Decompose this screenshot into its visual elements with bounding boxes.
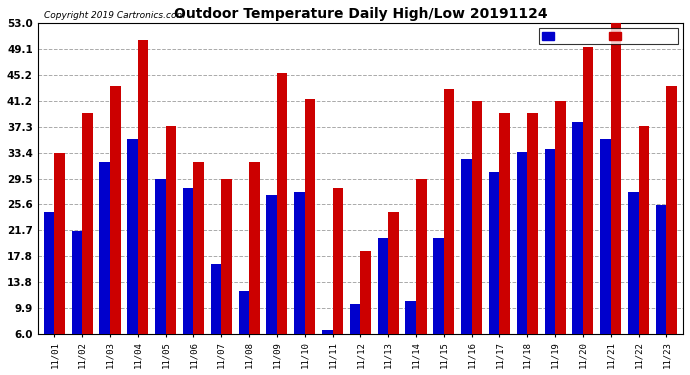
Bar bbox=[322, 330, 333, 333]
Bar bbox=[82, 112, 92, 333]
Bar bbox=[544, 149, 555, 333]
Bar bbox=[416, 178, 426, 333]
Bar bbox=[210, 264, 221, 333]
Bar bbox=[55, 153, 65, 333]
Bar bbox=[110, 86, 121, 333]
Bar bbox=[500, 112, 510, 333]
Bar bbox=[127, 139, 138, 333]
Bar bbox=[583, 46, 593, 333]
Bar bbox=[600, 139, 611, 333]
Title: Outdoor Temperature Daily High/Low 20191124: Outdoor Temperature Daily High/Low 20191… bbox=[174, 7, 547, 21]
Bar bbox=[138, 40, 148, 333]
Bar bbox=[472, 101, 482, 333]
Bar bbox=[266, 195, 277, 333]
Bar bbox=[166, 126, 176, 333]
Bar bbox=[527, 112, 538, 333]
Bar bbox=[611, 20, 621, 333]
Bar bbox=[555, 101, 566, 333]
Bar bbox=[638, 126, 649, 333]
Bar bbox=[294, 192, 305, 333]
Bar bbox=[667, 86, 677, 333]
Bar bbox=[193, 162, 204, 333]
Bar bbox=[572, 123, 583, 333]
Bar bbox=[461, 159, 472, 333]
Bar bbox=[377, 238, 388, 333]
Bar bbox=[433, 238, 444, 333]
Bar bbox=[406, 300, 416, 333]
Bar bbox=[43, 211, 55, 333]
Text: Copyright 2019 Cartronics.com: Copyright 2019 Cartronics.com bbox=[44, 11, 186, 20]
Bar bbox=[489, 172, 500, 333]
Bar bbox=[277, 73, 288, 333]
Bar bbox=[628, 192, 638, 333]
Bar bbox=[99, 162, 110, 333]
Bar bbox=[221, 178, 232, 333]
Bar bbox=[333, 188, 343, 333]
Bar bbox=[155, 178, 166, 333]
Bar bbox=[388, 211, 399, 333]
Bar bbox=[517, 152, 527, 333]
Bar bbox=[444, 90, 455, 333]
Bar bbox=[656, 205, 667, 333]
Legend: Low  (°F), High  (°F): Low (°F), High (°F) bbox=[540, 28, 678, 44]
Bar bbox=[350, 304, 360, 333]
Bar bbox=[305, 99, 315, 333]
Bar bbox=[249, 162, 259, 333]
Bar bbox=[239, 291, 249, 333]
Bar bbox=[360, 251, 371, 333]
Bar bbox=[72, 231, 82, 333]
Bar bbox=[183, 188, 193, 333]
